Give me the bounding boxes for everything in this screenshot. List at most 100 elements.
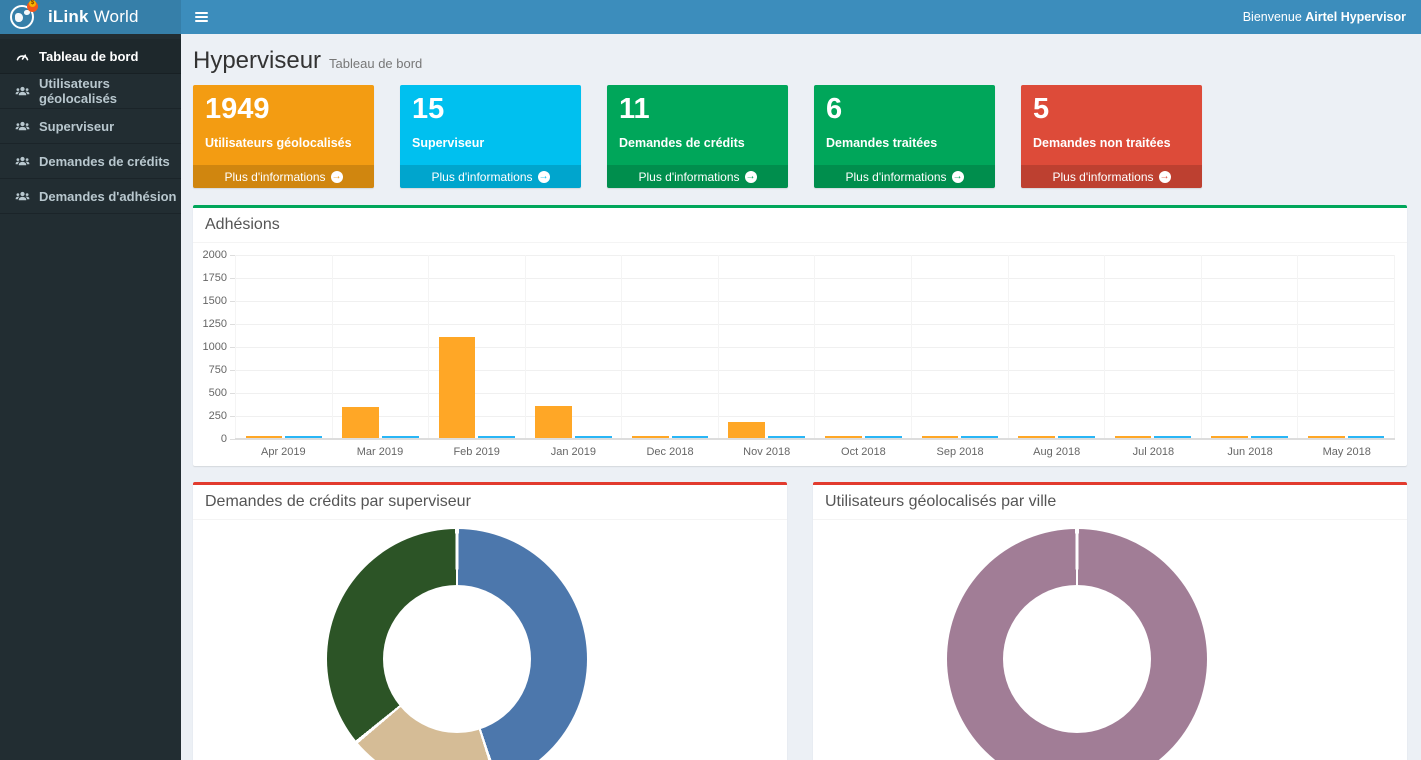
brand-name: iLink World <box>48 7 139 26</box>
stat-card-demandes-non-traitees: 5 Demandes non traitées Plus d'informati… <box>1021 85 1202 188</box>
top-header: $ iLink World Bienvenue Airtel Hyperviso… <box>0 0 1421 34</box>
bar-group <box>428 255 525 438</box>
sidebar-item-label: Demandes d'adhésion <box>39 188 177 204</box>
page-subtitle: Tableau de bord <box>329 56 423 71</box>
stat-card-demandes-de-credits: 11 Demandes de crédits Plus d'informatio… <box>607 85 788 188</box>
brand-logo[interactable]: $ iLink World <box>0 0 181 34</box>
stat-label: Utilisateurs géolocalisés <box>205 135 352 150</box>
adhesions-panel: Adhésions 2000 1750 1500 1250 1000 750 500 250 0… <box>193 205 1407 466</box>
donut-charts-row: Demandes de crédits par superviseur Util… <box>193 482 1407 760</box>
x-axis-tick-label: Dec 2018 <box>646 446 694 458</box>
sidebar-item-demandes-de-credits[interactable]: Demandes de crédits <box>0 144 181 179</box>
bar <box>864 436 902 438</box>
credits-by-supervisor-panel: Demandes de crédits par superviseur <box>193 482 787 760</box>
users-by-city-donut-chart <box>947 529 1208 760</box>
sidebar-item-label: Utilisateurs géolocalisés <box>39 76 118 106</box>
bar <box>1057 436 1095 438</box>
bar <box>245 436 283 438</box>
dashboard-icon <box>15 49 30 64</box>
panel-header: Adhésions <box>193 208 1407 243</box>
bar-chart-plot-area <box>235 255 1395 440</box>
panel-header: Demandes de crédits par superviseur <box>193 485 787 520</box>
bar <box>921 436 959 438</box>
bar <box>671 436 709 438</box>
users-icon <box>15 119 30 134</box>
sidebar-menu: Tableau de bord Utilisateurs géolocalisé… <box>0 34 181 214</box>
x-axis-tick-label: Jun 2018 <box>1227 446 1273 458</box>
bar <box>961 436 999 438</box>
bar-group <box>1104 255 1201 438</box>
main-content: Hyperviseur Tableau de bord 1949 Utilisat… <box>181 34 1421 760</box>
sidebar-item-label: Superviseur <box>39 118 115 134</box>
welcome-text: Bienvenue Airtel Hypervisor <box>1242 10 1406 24</box>
bar <box>381 436 419 438</box>
sidebar: Tableau de bord Utilisateurs géolocalisé… <box>0 34 181 760</box>
bar-group <box>717 255 815 438</box>
bar-chart-y-axis: 2000 1750 1500 1250 1000 750 500 250 0 <box>201 249 235 445</box>
stat-value: 15 <box>412 93 445 125</box>
users-icon <box>15 84 30 99</box>
stat-cards-row: 1949 Utilisateurs géolocalisés Plus d'in… <box>193 85 1407 188</box>
sidebar-item-utilisateurs-geolocalises[interactable]: Utilisateurs géolocalisés <box>0 74 181 109</box>
x-axis-tick-label: Sep 2018 <box>936 446 984 458</box>
y-axis-tick-label: 1750 <box>203 272 235 284</box>
more-info-link[interactable]: Plus d'informations → <box>1021 165 1202 188</box>
bar-chart-x-axis: Apr 2019 Mar 2019 Feb 2019 Jan 2019 Dec 2018… <box>235 446 1395 458</box>
sidebar-item-superviseur[interactable]: Superviseur <box>0 109 181 144</box>
y-axis-tick-label: 750 <box>209 364 235 376</box>
bar <box>1251 436 1288 438</box>
y-axis-tick-label: 1500 <box>203 295 235 307</box>
bar-group <box>814 255 911 438</box>
panel-header: Utilisateurs géolocalisés par ville <box>813 485 1407 520</box>
y-axis-tick-label: 1000 <box>203 341 235 353</box>
hamburger-icon <box>194 12 208 14</box>
sidebar-item-tableau-de-bord[interactable]: Tableau de bord <box>0 39 181 74</box>
sidebar-toggle-button[interactable] <box>181 0 221 34</box>
dollar-coin-icon: $ <box>29 0 36 7</box>
stat-value: 1949 <box>205 93 270 125</box>
bar <box>631 436 669 438</box>
bar-group <box>235 255 332 438</box>
bar <box>728 422 766 438</box>
sidebar-item-label: Demandes de crédits <box>39 153 170 169</box>
sidebar-item-demandes-adhesion[interactable]: Demandes d'adhésion <box>0 179 181 214</box>
stat-card-utilisateurs-geolocalises: 1949 Utilisateurs géolocalisés Plus d'in… <box>193 85 374 188</box>
credits-by-supervisor-donut-chart <box>327 529 588 760</box>
y-axis-tick-label: 1250 <box>203 318 235 330</box>
bar-group <box>1297 255 1395 438</box>
more-info-link[interactable]: Plus d'informations → <box>193 165 374 188</box>
bar <box>824 436 862 438</box>
bar <box>438 337 476 438</box>
stat-value: 11 <box>619 93 650 125</box>
donut-hole <box>1003 585 1152 733</box>
panel-title: Utilisateurs géolocalisés par ville <box>825 493 1057 510</box>
donut-hole <box>383 585 532 733</box>
panel-title: Adhésions <box>205 216 280 233</box>
bar <box>342 407 379 438</box>
stat-card-demandes-traitees: 6 Demandes traitées Plus d'informations → <box>814 85 995 188</box>
stat-label: Superviseur <box>412 135 485 150</box>
bar <box>535 406 573 438</box>
page-title: Hyperviseur Tableau de bord <box>193 47 423 74</box>
y-axis-tick-label: 2000 <box>203 249 235 261</box>
more-info-link[interactable]: Plus d'informations → <box>400 165 581 188</box>
bar <box>478 436 516 438</box>
users-by-city-panel: Utilisateurs géolocalisés par ville <box>813 482 1407 760</box>
y-axis-tick-label: 250 <box>209 410 235 422</box>
x-axis-tick-label: Jan 2019 <box>550 446 596 458</box>
arrow-circle-right-icon: → <box>330 170 343 183</box>
more-info-link[interactable]: Plus d'informations → <box>814 165 995 188</box>
gridline <box>235 439 1395 440</box>
bar <box>1018 436 1055 438</box>
bar <box>768 436 805 438</box>
stat-value: 6 <box>826 93 843 125</box>
more-info-link[interactable]: Plus d'informations → <box>607 165 788 188</box>
x-axis-tick-label: May 2018 <box>1322 446 1371 458</box>
y-axis-tick-label: 500 <box>209 387 235 399</box>
stat-card-superviseur: 15 Superviseur Plus d'informations → <box>400 85 581 188</box>
bar-group <box>911 255 1008 438</box>
bar-group <box>524 255 622 438</box>
arrow-circle-right-icon: → <box>951 170 964 183</box>
globe-pin-logo-icon: $ <box>10 0 41 30</box>
